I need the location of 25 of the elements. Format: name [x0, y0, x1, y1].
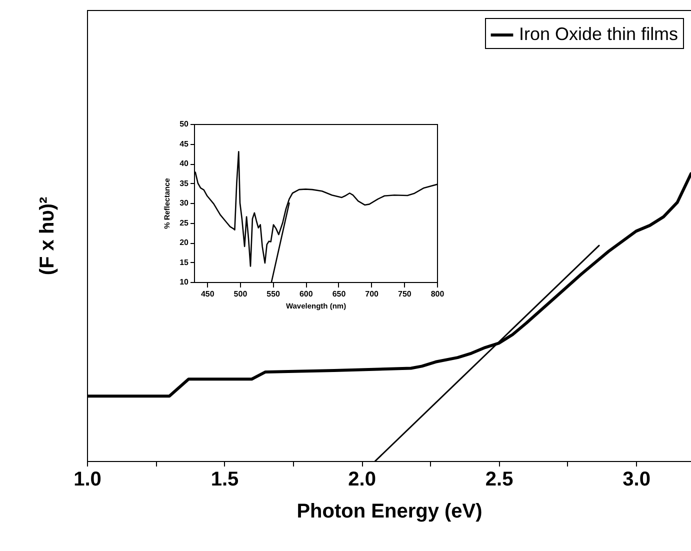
x-tick-label: 1.0 — [74, 468, 102, 490]
x-tick-label: 500 — [234, 290, 248, 298]
x-axis-title: Photon Energy (eV) — [296, 500, 482, 522]
x-tick-label: 800 — [430, 290, 445, 298]
x-tick-label: 700 — [365, 290, 380, 298]
y-axis-title: (F x hυ)² — [36, 196, 58, 276]
y-tick-label: 30 — [180, 198, 190, 208]
x-tick-label: 2.5 — [485, 468, 514, 490]
x-tick-label: 550 — [266, 290, 281, 298]
y-tick-label: 10 — [180, 278, 190, 286]
y-tick-label: 20 — [180, 238, 190, 247]
x-tick-label: 1.5 — [210, 468, 239, 490]
y-tick-label: 40 — [180, 159, 190, 168]
x-tick-label: 3.0 — [622, 468, 650, 490]
y-tick-label: 35 — [180, 178, 190, 188]
x-tick-label: 600 — [299, 290, 314, 298]
y-tick-label: 50 — [180, 120, 190, 128]
x-tick-label: 2.0 — [348, 468, 376, 490]
x-tick-label: 450 — [200, 290, 215, 298]
y-tick-label: 25 — [180, 218, 190, 228]
y-tick-label: 15 — [180, 258, 190, 267]
x-tick-label: 750 — [398, 290, 412, 298]
x-tick-label: 650 — [332, 290, 346, 298]
y-tick-label: 45 — [180, 139, 190, 148]
legend-label: Iron Oxide thin films — [519, 24, 678, 44]
